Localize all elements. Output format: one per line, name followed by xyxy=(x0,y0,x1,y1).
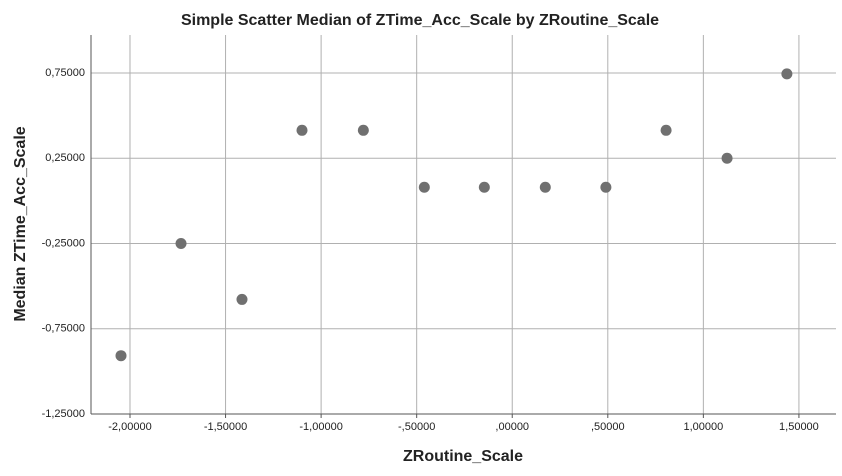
point xyxy=(781,68,793,80)
y-tick-label: 0,25000 xyxy=(45,152,85,164)
point xyxy=(236,293,248,305)
point xyxy=(539,181,551,193)
point xyxy=(600,181,612,193)
x-tick-label: -2,00000 xyxy=(108,421,151,433)
point xyxy=(418,181,430,193)
point xyxy=(660,124,672,136)
point xyxy=(115,350,127,362)
x-tick-label: 1,50000 xyxy=(779,421,819,433)
y-axis-label: Median ZTime_Acc_Scale xyxy=(12,126,29,321)
y-tick-label: 0,75000 xyxy=(45,67,85,79)
y-tick-label: -0,25000 xyxy=(42,237,85,249)
x-tick-label: -1,00000 xyxy=(299,421,342,433)
x-tick-label: -1,50000 xyxy=(204,421,247,433)
chart-title: Simple Scatter Median of ZTime_Acc_Scale… xyxy=(181,12,659,29)
y-tick-label: -0,75000 xyxy=(42,323,85,335)
y-tick-label: -1,25000 xyxy=(42,408,85,420)
x-tick-label: ,50000 xyxy=(591,421,625,433)
x-tick-label: -,50000 xyxy=(398,421,435,433)
point xyxy=(721,152,733,164)
point xyxy=(175,238,187,250)
x-tick-label: ,00000 xyxy=(495,421,529,433)
x-tick-label: 1,00000 xyxy=(683,421,723,433)
point xyxy=(478,181,490,193)
x-axis-label: ZRoutine_Scale xyxy=(403,448,523,465)
point xyxy=(357,124,369,136)
point xyxy=(296,124,308,136)
